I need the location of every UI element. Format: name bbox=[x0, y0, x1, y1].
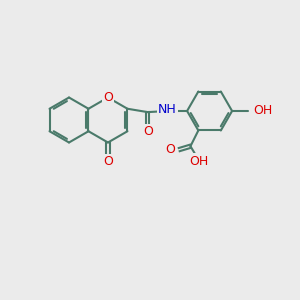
Text: NH: NH bbox=[158, 103, 177, 116]
Text: O: O bbox=[143, 125, 153, 138]
Text: O: O bbox=[103, 91, 113, 104]
Text: OH: OH bbox=[253, 104, 272, 118]
Text: O: O bbox=[166, 143, 176, 156]
Text: OH: OH bbox=[189, 154, 208, 168]
Text: O: O bbox=[103, 155, 113, 168]
